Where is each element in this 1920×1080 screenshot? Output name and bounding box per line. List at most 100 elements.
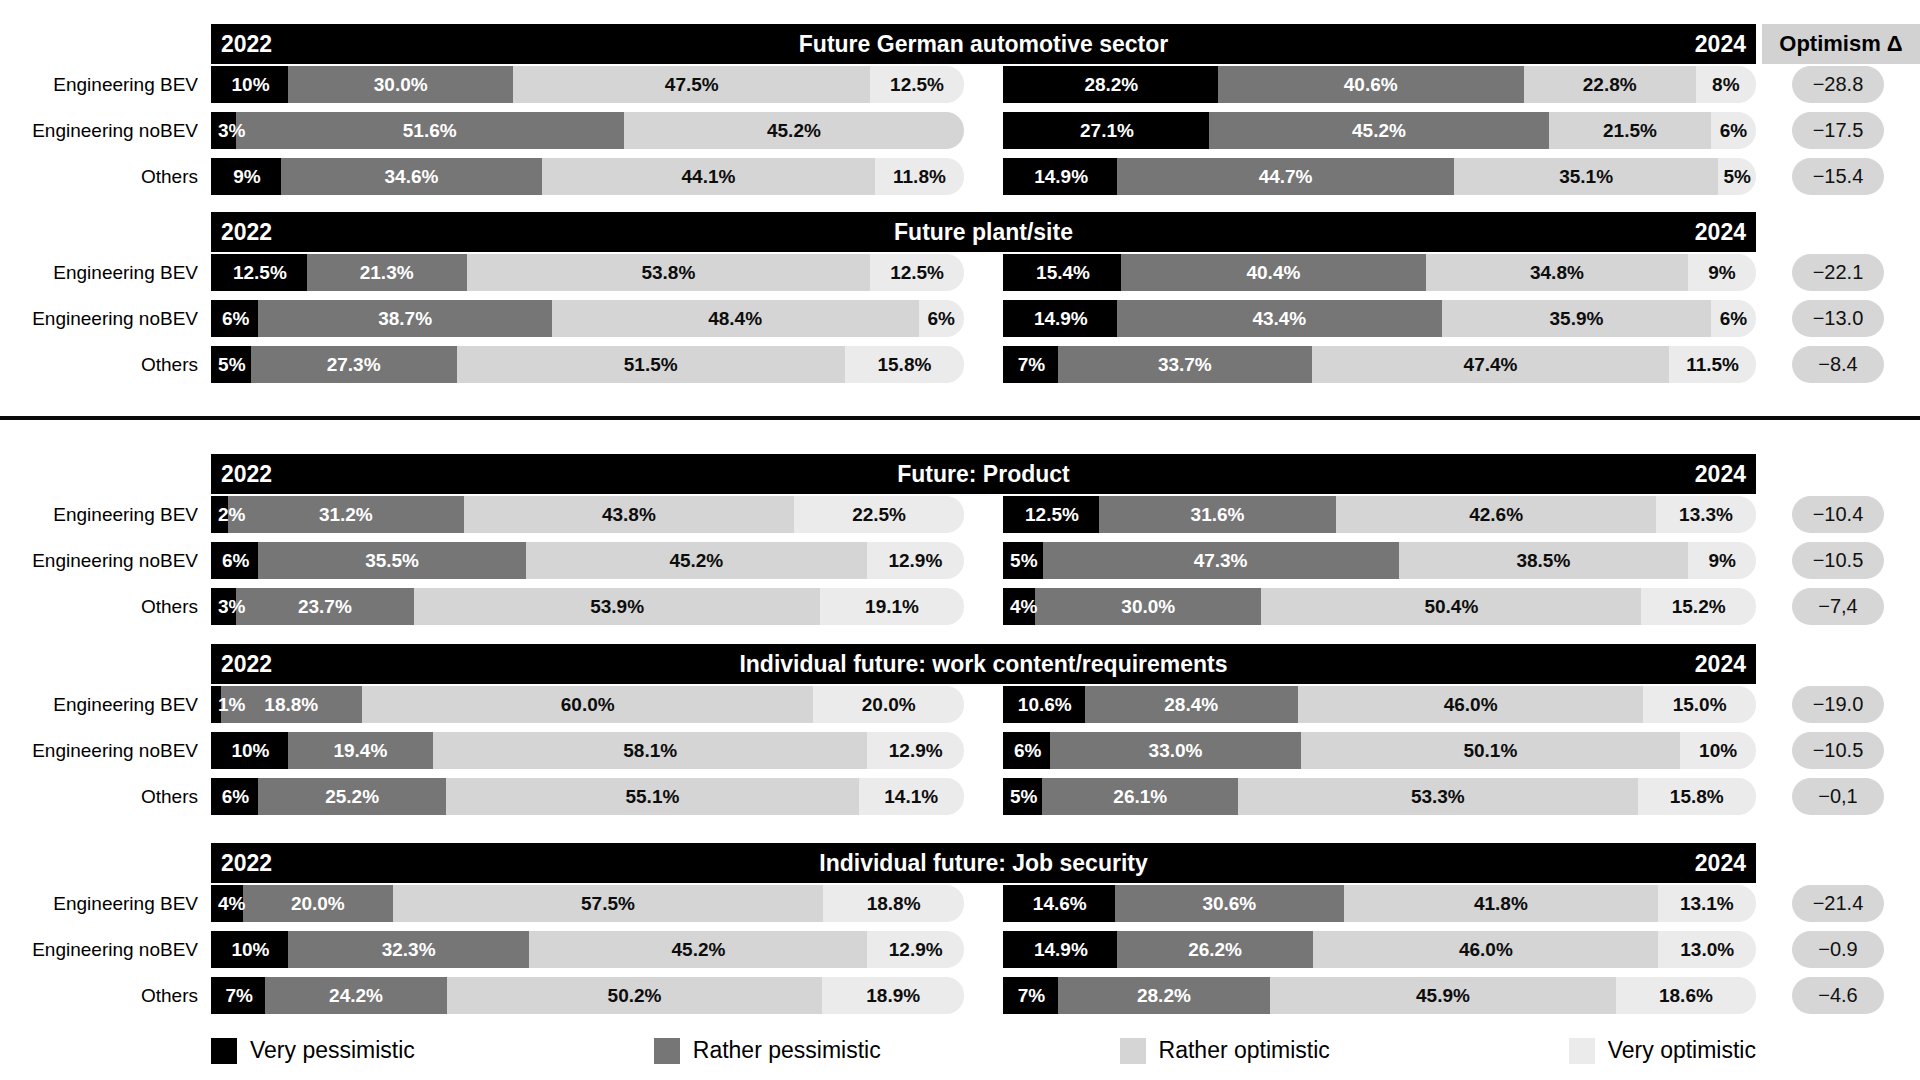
bar-segment-rather-optimistic: 46.0% <box>1298 686 1643 723</box>
bar-segment-value: 45.2% <box>669 550 723 572</box>
bar-segment-value: 12.9% <box>888 550 942 572</box>
rather-optimistic-swatch-icon <box>1120 1038 1146 1064</box>
bar-segment-value: 27.3% <box>327 354 381 376</box>
stacked-bar-2024: 7%28.2%45.9%18.6% <box>1003 977 1756 1014</box>
panel-header-row: 2022Future: Product2024 <box>0 454 1920 494</box>
bar-segment-rather-pessimistic: 47.3% <box>1043 542 1399 579</box>
bar-segment-value: 12.5% <box>890 74 944 96</box>
stacked-bar-2024: 14.9%44.7%35.1%5% <box>1003 158 1756 195</box>
bar-segment-rather-pessimistic: 26.1% <box>1042 778 1238 815</box>
bar-segment-very-optimistic: 22.5% <box>794 496 964 533</box>
bar-segment-value: 31.6% <box>1191 504 1245 526</box>
bar-segment-value: 7% <box>1018 354 1045 376</box>
bar-segment-very-optimistic: 18.9% <box>822 977 964 1014</box>
bar-segment-very-pessimistic: 5% <box>1005 778 1042 815</box>
table-row: Engineering noBEV3%51.6%45.2%27.1%45.2%2… <box>0 112 1920 149</box>
bar-segment-value: 9% <box>233 166 260 188</box>
panel-group-individual-future: 2022Future: Product2024Engineering BEV2%… <box>0 454 1920 1014</box>
bar-segment-rather-pessimistic: 23.7% <box>236 588 415 625</box>
legend-label: Rather optimistic <box>1159 1037 1330 1064</box>
table-row: Others3%23.7%53.9%19.1%4%30.0%50.4%15.2%… <box>0 588 1920 625</box>
bar-segment-value: 24.2% <box>329 985 383 1007</box>
optimism-delta-cell: −22.1 <box>1756 254 1920 291</box>
table-row: Engineering noBEV6%35.5%45.2%12.9%5%47.3… <box>0 542 1920 579</box>
bar-segment-value: 31.2% <box>319 504 373 526</box>
stacked-bar-2022: 4%20.0%57.5%18.8% <box>211 885 964 922</box>
bar-segment-very-pessimistic: 6% <box>213 778 258 815</box>
bar-segment-value: 11.5% <box>1686 354 1739 376</box>
bar-segment-very-optimistic: 6% <box>919 300 964 337</box>
stacked-bar-2022: 3%23.7%53.9%19.1% <box>211 588 964 625</box>
optimism-delta-value: −17.5 <box>1792 112 1884 149</box>
bar-segment-rather-optimistic: 38.5% <box>1399 542 1689 579</box>
bar-segment-value: 53.8% <box>641 262 695 284</box>
bar-segment-value: 5% <box>1723 166 1750 188</box>
bar-segment-value: 53.9% <box>590 596 644 618</box>
bar-segment-very-optimistic: 15.2% <box>1641 588 1756 625</box>
bar-segment-very-optimistic: 6% <box>1711 300 1756 337</box>
optimism-delta-value: −4.6 <box>1792 977 1884 1014</box>
row-label: Engineering noBEV <box>0 732 211 769</box>
bar-segment-very-optimistic: 13.1% <box>1658 885 1756 922</box>
bar-segment-value: 12.9% <box>889 740 943 762</box>
table-row: Others5%27.3%51.5%15.8%7%33.7%47.4%11.5%… <box>0 346 1920 383</box>
bar-segment-rather-pessimistic: 28.4% <box>1085 686 1298 723</box>
stacked-bar-2022: 6%38.7%48.4%6% <box>211 300 964 337</box>
bar-segment-value: 18.9% <box>866 985 920 1007</box>
bar-segment-value: 44.1% <box>682 166 736 188</box>
bar-segment-rather-pessimistic: 45.2% <box>1209 112 1549 149</box>
bar-segment-value: 38.5% <box>1516 550 1570 572</box>
bar-segment-rather-optimistic: 53.8% <box>467 254 871 291</box>
stacked-bar-2022: 5%27.3%51.5%15.8% <box>211 346 964 383</box>
bar-segment-rather-optimistic: 45.9% <box>1270 977 1616 1014</box>
bar-segment-value: 46.0% <box>1459 939 1513 961</box>
bar-segment-rather-pessimistic: 31.2% <box>228 496 463 533</box>
bar-segment-rather-pessimistic: 44.7% <box>1117 158 1454 195</box>
bar-segment-value: 26.1% <box>1113 786 1167 808</box>
bar-segment-very-pessimistic: 4% <box>1005 588 1035 625</box>
chart-gap <box>964 300 1003 337</box>
bar-segment-very-optimistic: 12.9% <box>867 931 963 968</box>
bar-segment-value: 45.9% <box>1416 985 1470 1007</box>
bar-segment-rather-optimistic: 50.2% <box>447 977 823 1014</box>
stacked-bar-2024: 7%33.7%47.4%11.5% <box>1003 346 1756 383</box>
panel-group-company-future: 2022Future German automotive sector2024O… <box>0 24 1920 383</box>
panel-title: Future plant/site <box>211 219 1756 246</box>
stacked-bar-2022: 12.5%21.3%53.8%12.5% <box>211 254 964 291</box>
survey-report: 2022Future German automotive sector2024O… <box>0 0 1920 1064</box>
row-label: Engineering noBEV <box>0 931 211 968</box>
bar-segment-value: 33.0% <box>1149 740 1203 762</box>
panel-header-row: 2022Individual future: Job security2024 <box>0 843 1920 883</box>
bar-segment-very-pessimistic: 10% <box>213 732 288 769</box>
legend-item-very-optimistic: Very optimistic <box>1569 1037 1756 1064</box>
bar-segment-value: 60.0% <box>561 694 615 716</box>
legend-item-very-pessimistic: Very pessimistic <box>211 1037 415 1064</box>
optimism-delta-header: Optimism Δ <box>1762 24 1920 64</box>
row-label: Others <box>0 588 211 625</box>
bar-segment-value: 55.1% <box>625 786 679 808</box>
bar-segment-very-optimistic: 18.8% <box>823 885 964 922</box>
bar-segment-value: 47.5% <box>665 74 719 96</box>
panel-header-bar: 2022Individual future: work content/requ… <box>211 644 1756 684</box>
optimism-delta-cell: −21.4 <box>1756 885 1920 922</box>
bar-segment-value: 47.4% <box>1464 354 1518 376</box>
panel-1: 2022Future German automotive sector2024O… <box>0 24 1920 195</box>
bar-segment-value: 15.8% <box>1670 786 1724 808</box>
bar-segment-very-optimistic: 6% <box>1711 112 1756 149</box>
bar-segment-value: 10% <box>231 939 269 961</box>
bar-segment-value: 14.6% <box>1033 893 1087 915</box>
stacked-bar-2024: 5%47.3%38.5%9% <box>1003 542 1756 579</box>
panel-title: Future German automotive sector <box>211 31 1756 58</box>
bar-segment-value: 40.6% <box>1344 74 1398 96</box>
chart-gap <box>964 885 1003 922</box>
bar-segment-value: 30.0% <box>1121 596 1175 618</box>
bar-segment-very-optimistic: 10% <box>1680 732 1756 769</box>
bar-segment-rather-pessimistic: 38.7% <box>258 300 551 337</box>
bar-segment-value: 14.1% <box>884 786 938 808</box>
bar-segment-value: 20.0% <box>291 893 345 915</box>
table-row: Engineering BEV2%31.2%43.8%22.5%12.5%31.… <box>0 496 1920 533</box>
optimism-delta-value: −10.5 <box>1792 732 1884 769</box>
bar-segment-value: 50.1% <box>1463 740 1517 762</box>
chart-gap <box>964 686 1003 723</box>
bar-segment-value: 35.1% <box>1559 166 1613 188</box>
